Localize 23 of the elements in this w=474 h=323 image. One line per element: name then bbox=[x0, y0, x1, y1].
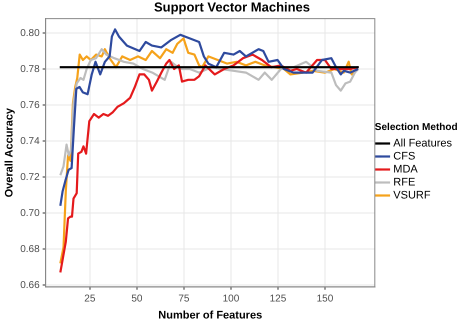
y-tick-label: 0.80 bbox=[20, 28, 40, 39]
x-tick-label: 125 bbox=[270, 294, 287, 305]
y-tick-label: 0.70 bbox=[20, 208, 40, 219]
y-tick-label: 0.72 bbox=[20, 172, 40, 183]
y-tick-label: 0.74 bbox=[20, 136, 40, 147]
chart-title: Support Vector Machines bbox=[154, 0, 310, 14]
y-tick-label: 0.66 bbox=[20, 280, 40, 291]
x-tick-label: 150 bbox=[316, 294, 334, 305]
x-tick-label: 75 bbox=[178, 294, 190, 305]
legend-label: MDA bbox=[393, 164, 418, 176]
legend-label: CFS bbox=[393, 150, 416, 163]
legend-title: Selection Method bbox=[374, 122, 458, 133]
y-tick-label: 0.76 bbox=[20, 100, 40, 111]
legend-label: All Features bbox=[393, 138, 452, 150]
y-tick-label: 0.68 bbox=[20, 244, 40, 255]
x-axis-title: Number of Features bbox=[158, 309, 262, 322]
x-tick-label: 100 bbox=[222, 294, 240, 305]
y-axis-title: Overall Accuracy bbox=[4, 107, 16, 198]
x-tick-label: 25 bbox=[84, 294, 96, 305]
y-tick-label: 0.78 bbox=[20, 64, 40, 75]
legend-label: VSURF bbox=[393, 190, 431, 202]
x-tick-label: 50 bbox=[131, 294, 143, 305]
legend-label: RFE bbox=[393, 176, 416, 189]
